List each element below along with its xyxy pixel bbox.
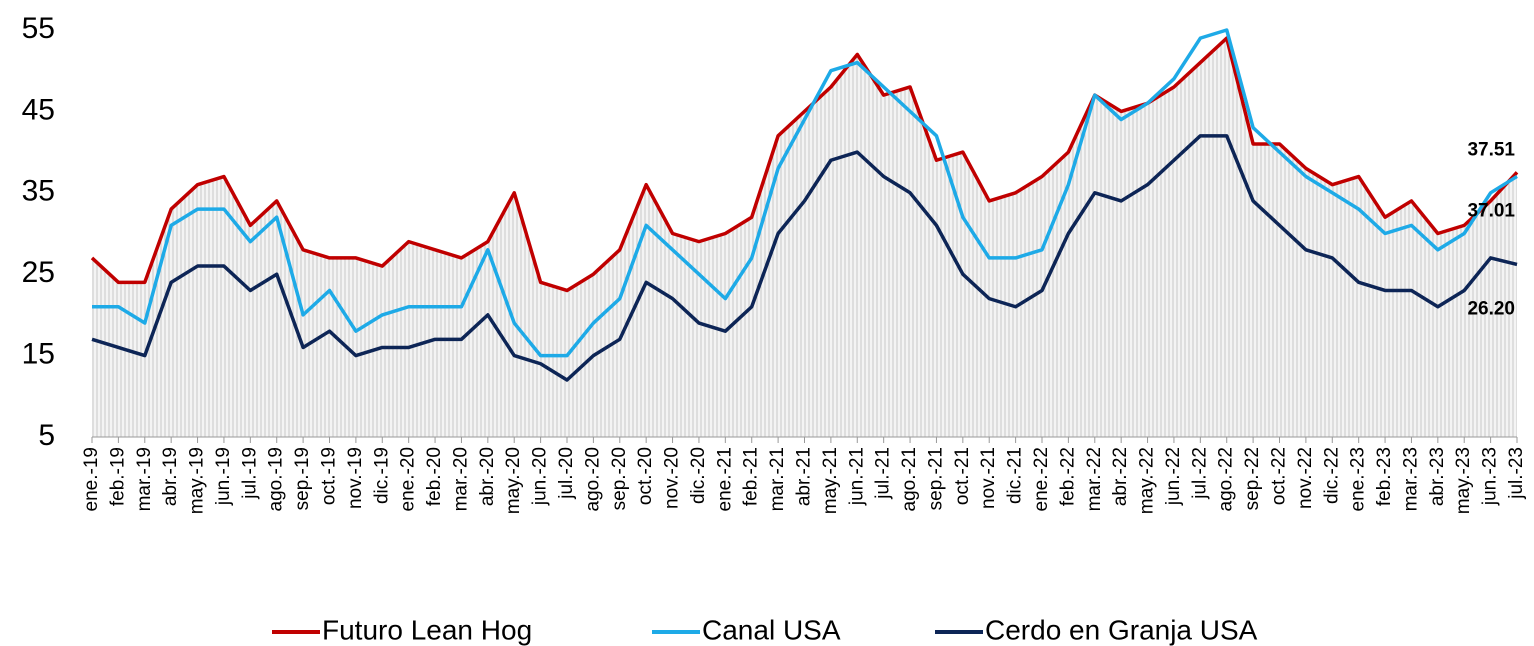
y-tick-label: 15 (22, 338, 55, 371)
x-tick-label: nov.-21 (978, 447, 999, 509)
legend-label: Futuro Lean Hog (322, 614, 532, 645)
x-tick-label: may.-20 (503, 447, 524, 514)
x-tick-label: nov.-19 (345, 447, 366, 509)
data-label: 26.20 (1467, 298, 1515, 319)
x-tick-label: ene.-20 (398, 447, 419, 511)
x-tick-label: abr.-20 (477, 447, 498, 506)
x-tick-label: jul.-22 (1189, 447, 1210, 500)
x-tick-label: may.-23 (1453, 447, 1474, 514)
x-tick-label: ene.-19 (81, 447, 102, 511)
x-tick-label: feb.-23 (1374, 447, 1395, 506)
x-tick-label: jun.-19 (213, 447, 234, 506)
x-tick-label: abr.-19 (160, 447, 181, 506)
x-tick-label: sep.-20 (609, 447, 630, 510)
x-tick-label: feb.-20 (424, 447, 445, 506)
x-tick-label: jul.-20 (556, 447, 577, 500)
x-tick-label: mar.-20 (450, 447, 471, 511)
x-tick-label: nov.-20 (662, 447, 683, 509)
area-hatch (92, 38, 1517, 437)
x-tick-label: mar.-21 (767, 447, 788, 511)
x-tick-label: oct.-19 (319, 447, 340, 505)
y-tick-label: 25 (22, 256, 55, 289)
x-tick-label: sep.-19 (292, 447, 313, 510)
x-tick-label: dic.-20 (688, 447, 709, 504)
x-tick-label: jun.-21 (846, 447, 867, 506)
x-tick-label: sep.-22 (1242, 447, 1263, 510)
x-tick-label: oct.-22 (1269, 447, 1290, 505)
line-series (90, 36, 1519, 293)
line-series (91, 134, 1518, 382)
data-label: 37.01 (1467, 200, 1515, 221)
x-tick-label: mar.-22 (1084, 447, 1105, 511)
data-label: 37.51 (1467, 139, 1515, 160)
x-tick-label: feb.-21 (741, 447, 762, 506)
line-series (92, 28, 1518, 358)
x-tick-label: ago.-21 (899, 447, 920, 511)
x-tick-label: jul.-21 (873, 447, 894, 500)
x-tick-label: jul.-23 (1506, 447, 1527, 500)
x-tick-label: abr.-21 (794, 447, 815, 506)
y-tick-label: 55 (22, 12, 55, 45)
x-tick-label: ene.-21 (714, 447, 735, 511)
y-tick-label: 5 (38, 419, 55, 452)
x-tick-label: dic.-22 (1321, 447, 1342, 504)
x-tick-label: dic.-19 (371, 447, 392, 504)
x-tick-label: feb.-22 (1057, 447, 1078, 506)
x-tick-label: ene.-23 (1348, 447, 1369, 511)
x-tick-label: ago.-19 (266, 447, 287, 511)
x-tick-label: oct.-20 (635, 447, 656, 505)
x-tick-label: may.-22 (1137, 447, 1158, 514)
x-tick-label: nov.-22 (1295, 447, 1316, 509)
x-tick-label: jun.-23 (1480, 447, 1501, 506)
x-tick-label: sep.-21 (925, 447, 946, 510)
x-tick-label: may.-19 (187, 447, 208, 514)
legend-label: Canal USA (702, 614, 841, 645)
x-tick-label: abr.-22 (1110, 447, 1131, 506)
x-tick-label: jun.-22 (1163, 447, 1184, 506)
x-tick-label: ago.-22 (1216, 447, 1237, 511)
x-tick-label: oct.-21 (952, 447, 973, 505)
x-tick-label: ene.-22 (1031, 447, 1052, 511)
x-tick-label: jul.-19 (239, 447, 260, 500)
x-tick-label: jun.-20 (530, 447, 551, 506)
legend-label: Cerdo en Granja USA (985, 614, 1258, 645)
y-tick-label: 35 (22, 175, 55, 208)
x-tick-label: mar.-23 (1400, 447, 1421, 511)
x-tick-label: may.-21 (820, 447, 841, 514)
x-tick-label: ago.-20 (582, 447, 603, 511)
x-tick-label: mar.-19 (134, 447, 155, 511)
y-tick-label: 45 (22, 93, 55, 126)
x-tick-label: feb.-19 (107, 447, 128, 506)
x-tick-label: dic.-21 (1005, 447, 1026, 504)
x-tick-label: abr.-23 (1427, 447, 1448, 506)
